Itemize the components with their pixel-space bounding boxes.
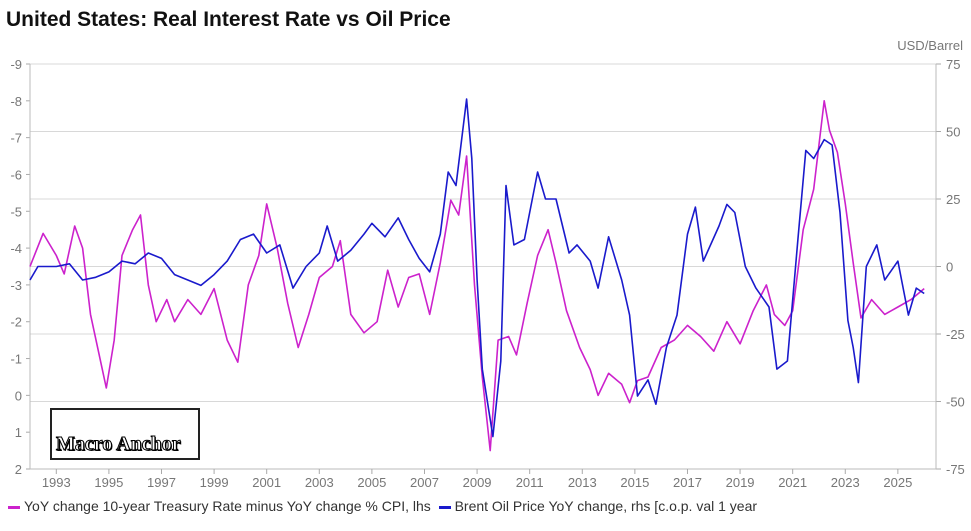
left-tick-label: -8 bbox=[10, 94, 22, 109]
x-tick-label: 2003 bbox=[305, 475, 334, 490]
left-tick-label: -9 bbox=[10, 57, 22, 72]
left-tick-label: -2 bbox=[10, 315, 22, 330]
x-tick-label: 2005 bbox=[357, 475, 386, 490]
right-tick-label: 50 bbox=[946, 125, 960, 140]
left-tick-label: -6 bbox=[10, 167, 22, 182]
x-tick-label: 2023 bbox=[831, 475, 860, 490]
left-tick-label: 1 bbox=[15, 425, 22, 440]
legend-label-real-rate: YoY change 10-year Treasury Rate minus Y… bbox=[24, 498, 431, 514]
x-tick-label: 2017 bbox=[673, 475, 702, 490]
x-tick-label: 2007 bbox=[410, 475, 439, 490]
x-tick-label: 1993 bbox=[42, 475, 71, 490]
right-tick-label: 25 bbox=[946, 192, 960, 207]
left-tick-label: -5 bbox=[10, 204, 22, 219]
left-tick-label: -4 bbox=[10, 241, 22, 256]
left-tick-label: -3 bbox=[10, 278, 22, 293]
x-tick-label: 1997 bbox=[147, 475, 176, 490]
brent-oil-line bbox=[29, 98, 925, 438]
right-axis-unit: USD/Barrel bbox=[897, 38, 963, 53]
x-tick-label: 2009 bbox=[463, 475, 492, 490]
right-tick-label: -75 bbox=[946, 462, 965, 477]
real-rate-line bbox=[29, 100, 925, 452]
x-tick-label: 2011 bbox=[516, 475, 544, 490]
logo-text: Macro Anchor bbox=[56, 433, 182, 456]
x-tick-label: 2015 bbox=[620, 475, 649, 490]
x-tick-label: 2013 bbox=[568, 475, 597, 490]
right-tick-label: 75 bbox=[946, 57, 960, 72]
x-tick-label: 2025 bbox=[883, 475, 912, 490]
macro-anchor-logo: Macro Anchor bbox=[50, 408, 200, 460]
right-tick-label: -50 bbox=[946, 395, 965, 410]
legend-label-brent: Brent Oil Price YoY change, rhs [c.o.p. … bbox=[454, 498, 758, 514]
right-tick-label: 0 bbox=[946, 260, 953, 275]
legend-swatch-brent bbox=[438, 505, 451, 509]
x-tick-label: 2019 bbox=[726, 475, 755, 490]
x-tick-label: 2001 bbox=[252, 475, 281, 490]
x-tick-label: 1999 bbox=[200, 475, 229, 490]
legend-swatch-real-rate bbox=[8, 505, 20, 509]
chart-title: United States: Real Interest Rate vs Oil… bbox=[6, 8, 451, 31]
left-tick-label: 0 bbox=[15, 388, 22, 403]
legend: YoY change 10-year Treasury Rate minus Y… bbox=[8, 498, 757, 514]
right-tick-label: -25 bbox=[946, 327, 965, 342]
left-tick-label: -1 bbox=[10, 352, 22, 367]
left-tick-label: -7 bbox=[10, 131, 22, 146]
left-tick-label: 2 bbox=[15, 462, 22, 477]
x-tick-label: 2021 bbox=[778, 475, 807, 490]
x-tick-label: 1995 bbox=[94, 475, 123, 490]
